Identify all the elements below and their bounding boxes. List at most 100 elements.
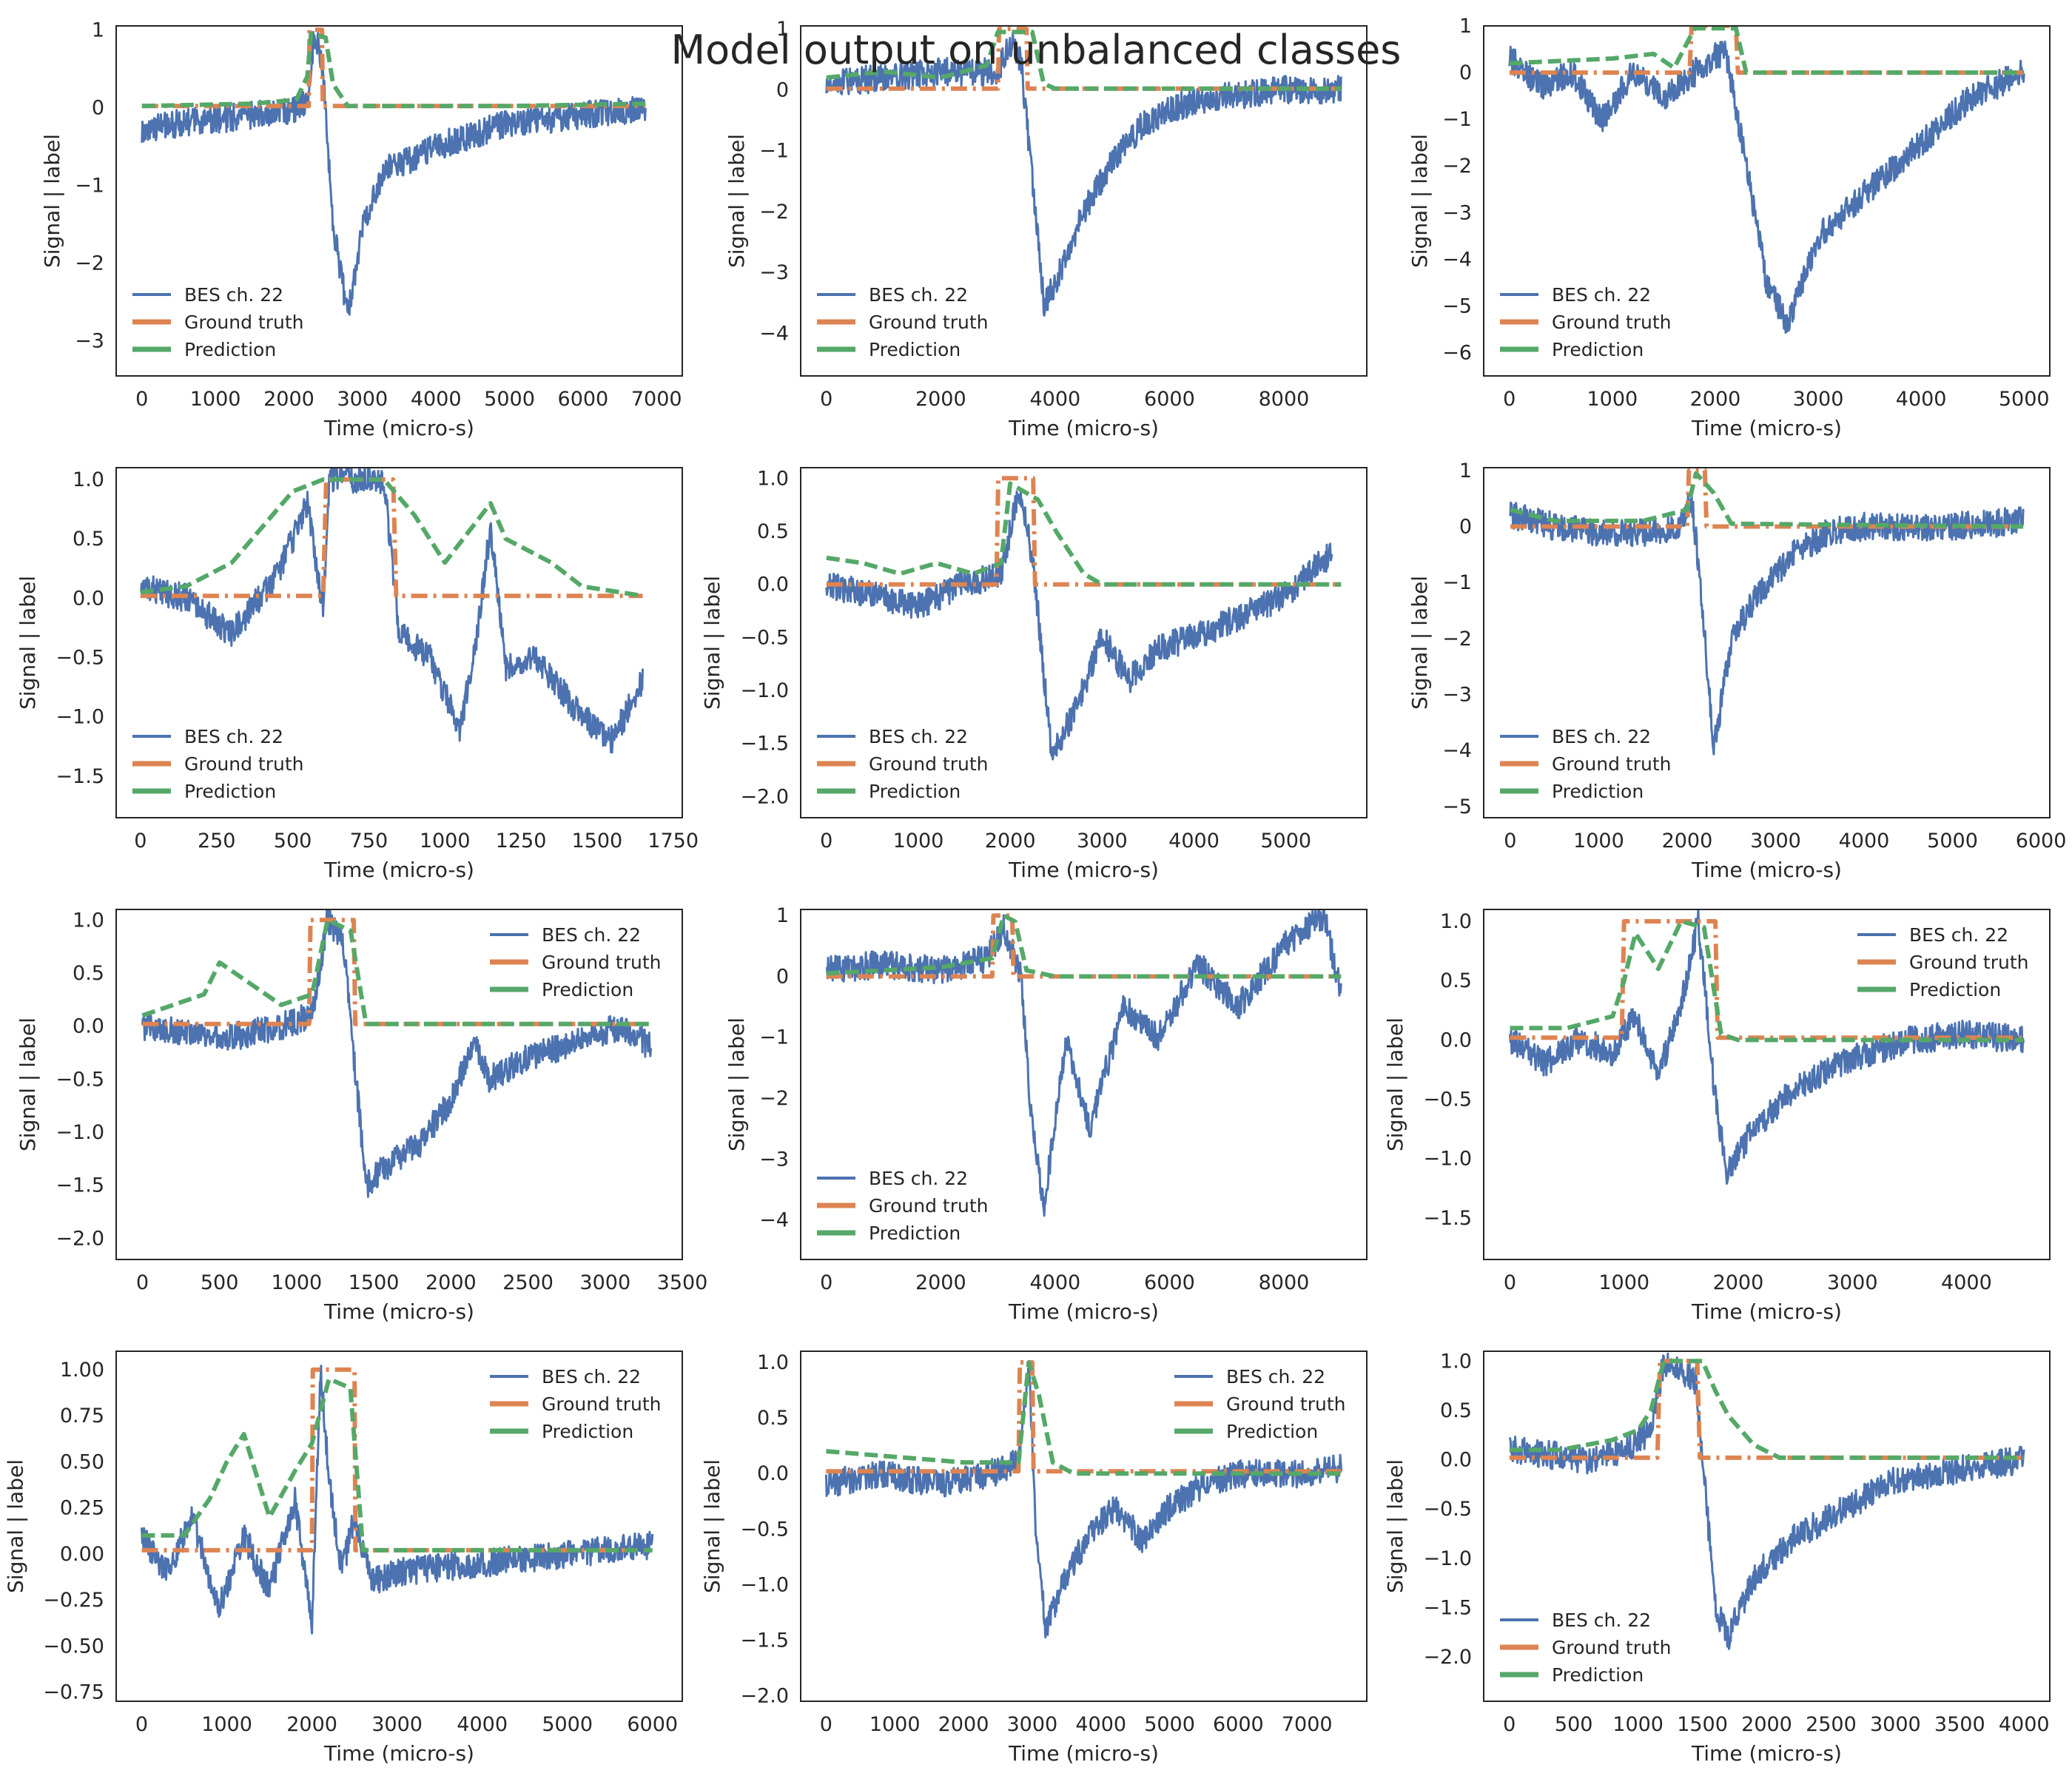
- y-tick-label: 0: [776, 965, 789, 988]
- x-tick-label: 4000: [1896, 388, 1947, 411]
- x-tick-label: 6000: [558, 388, 609, 411]
- legend-label-signal: BES ch. 22: [542, 1366, 641, 1388]
- axes-frame: [1483, 467, 2051, 818]
- y-tick-label: 0.5: [1440, 1399, 1472, 1422]
- y-tick-label: −1.5: [740, 1629, 789, 1652]
- y-tick-label: 1.0: [757, 467, 789, 490]
- series-line-ground-truth: [1510, 468, 2024, 529]
- x-tick-label: 8000: [1259, 388, 1310, 411]
- y-tick-label: −1.0: [56, 706, 104, 729]
- y-tick-label: −3: [1442, 684, 1472, 707]
- subplot-10: 0 1000 2000 3000 4000 5000 6000 −0.75 −0.50 −0.25…: [4, 1350, 683, 1766]
- x-tick-label: 0: [1504, 830, 1516, 852]
- series-line-ground-truth: [826, 913, 1342, 979]
- figure-title: Model output on unbalanced classes: [671, 27, 1402, 73]
- subplot-4: 0 250 500 750 1000 1250 1500 1750 −1.5 −1.0 −0.5 0.…: [16, 467, 699, 882]
- y-axis-label: Signal | label: [700, 576, 724, 710]
- y-tick-label: −2: [75, 252, 104, 275]
- subplot-11: 0 1000 2000 3000 4000 5000 6000 7000 −2.0 −1.5 −1.…: [700, 1350, 1368, 1766]
- y-tick-label: −1.5: [740, 733, 789, 756]
- x-tick-label: 2000: [915, 1271, 966, 1294]
- series-line-prediction: [1510, 919, 2024, 1043]
- x-tick-label: 2000: [985, 830, 1036, 852]
- plot-lines: [141, 27, 647, 316]
- x-tick-label: 0: [820, 388, 832, 411]
- y-tick-label: −0.5: [56, 647, 104, 670]
- axes-frame: [115, 467, 683, 818]
- x-axis-label: Time (micro-s): [1691, 1299, 1842, 1324]
- y-axis-label: Signal | label: [724, 134, 749, 268]
- legend-label-prediction: Prediction: [1552, 1664, 1644, 1686]
- y-axis-label: Signal | label: [40, 134, 64, 268]
- x-tick-label: 1500: [349, 1271, 400, 1294]
- legend-label-ground-truth: Ground truth: [1552, 1637, 1671, 1658]
- x-tick-label: 1000: [1573, 830, 1624, 852]
- y-tick-label: −4: [1442, 739, 1472, 762]
- legend-label-ground-truth: Ground truth: [542, 1393, 661, 1415]
- series-line-signal: [1509, 909, 2025, 1185]
- y-tick-label: 1.0: [757, 1351, 789, 1374]
- y-axis-label: Signal | label: [724, 1018, 749, 1151]
- axes-frame: [115, 909, 683, 1260]
- y-tick-label: −0.25: [43, 1589, 104, 1612]
- x-tick-label: 6000: [1213, 1713, 1264, 1736]
- y-tick-label: 0.0: [73, 1015, 104, 1038]
- x-tick-label: 500: [201, 1271, 239, 1294]
- x-axis-label: Time (micro-s): [323, 858, 474, 882]
- y-tick-label: 1.0: [1440, 1350, 1472, 1373]
- x-axis-label: Time (micro-s): [323, 416, 474, 440]
- plot-lines: [825, 476, 1342, 761]
- y-tick-label: 0.00: [60, 1543, 104, 1566]
- y-tick-label: −5: [1442, 796, 1472, 818]
- series-line-signal: [1508, 1352, 2025, 1650]
- y-tick-label: −3: [759, 1148, 789, 1171]
- y-tick-label: 1: [1459, 15, 1472, 38]
- y-tick-label: −1.5: [56, 765, 104, 788]
- plot-lines: [1508, 26, 2025, 334]
- x-tick-label: 8000: [1259, 1271, 1310, 1294]
- plot-lines: [1509, 468, 2025, 756]
- legend-label-signal: BES ch. 22: [184, 284, 283, 306]
- subplot-12: 0 500 1000 1500 2000 2500 3000 3500 4000 −2.0 −1.5…: [1383, 1350, 2051, 1766]
- x-tick-label: 4000: [1030, 1271, 1081, 1294]
- y-tick-label: 0: [1459, 515, 1472, 538]
- legend-label-ground-truth: Ground truth: [184, 753, 303, 775]
- y-tick-label: −1: [1442, 108, 1472, 131]
- y-axis-label: Signal | label: [700, 1459, 724, 1593]
- series-line-prediction: [826, 481, 1342, 587]
- x-tick-label: 1500: [1677, 1713, 1728, 1736]
- legend: BES ch. 22 Ground truth Prediction: [1500, 726, 1671, 802]
- legend: BES ch. 22 Ground truth Prediction: [490, 1366, 661, 1442]
- axes-frame: [1483, 1350, 2051, 1702]
- legend: BES ch. 22 Ground truth Prediction: [1500, 284, 1671, 360]
- x-tick-label: 2000: [286, 1713, 337, 1736]
- legend-label-signal: BES ch. 22: [869, 726, 968, 747]
- legend-label-prediction: Prediction: [184, 339, 276, 360]
- x-tick-label: 2000: [938, 1713, 989, 1736]
- x-tick-label: 6000: [1144, 388, 1195, 411]
- y-tick-label: 1: [776, 18, 789, 41]
- subplot-9: 0 1000 2000 3000 4000 −1.5 −1.0 −0.5 0.0 0.5 1.0 Ti…: [1383, 909, 2051, 1324]
- x-tick-label: 3000: [337, 388, 388, 411]
- x-tick-label: 5000: [1927, 830, 1978, 852]
- x-tick-label: 1750: [648, 830, 699, 852]
- x-axis-label: Time (micro-s): [1008, 1741, 1159, 1766]
- x-tick-label: 1000: [272, 1271, 323, 1294]
- series-line-prediction: [826, 1360, 1342, 1476]
- axes-frame: [800, 467, 1368, 818]
- plot-lines: [141, 909, 653, 1198]
- series-line-signal: [1508, 40, 2025, 334]
- legend: BES ch. 22 Ground truth Prediction: [1500, 1610, 1671, 1686]
- y-tick-label: −1.5: [1423, 1596, 1472, 1619]
- legend: BES ch. 22 Ground truth Prediction: [817, 1168, 988, 1244]
- y-tick-label: 1: [92, 18, 104, 41]
- y-tick-label: −1.0: [1423, 1547, 1472, 1570]
- x-tick-label: 0: [1503, 1713, 1516, 1736]
- x-axis-label: Time (micro-s): [1691, 1741, 1842, 1766]
- subplot-6: 0 1000 2000 3000 4000 5000 6000 −5 −4 −3 −2 −1 0 1 Tim…: [1407, 460, 2066, 882]
- y-tick-label: 1: [1459, 460, 1472, 482]
- legend: BES ch. 22 Ground truth Prediction: [1857, 924, 2028, 1000]
- series-line-prediction: [826, 30, 1342, 91]
- legend-label-ground-truth: Ground truth: [1552, 312, 1671, 333]
- x-tick-label: 6000: [1144, 1271, 1195, 1294]
